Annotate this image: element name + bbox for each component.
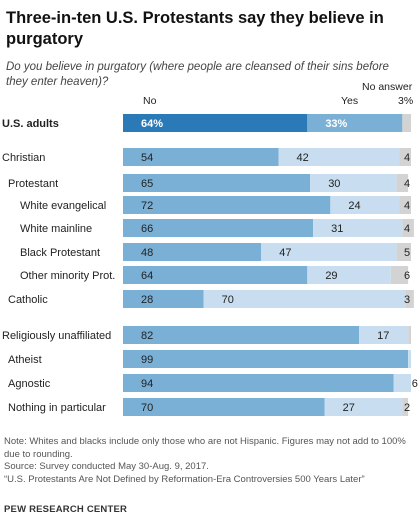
stacked-bar-chart: U.S. adults 64% 33%Christian 54 42 4Protestan… bbox=[2, 114, 418, 416]
bar-yes-black-protestant bbox=[261, 243, 397, 261]
bar-na-other-minority-prot bbox=[390, 266, 409, 284]
value-na-other-minority-prot: 6 bbox=[404, 270, 410, 282]
source-text: Source: Survey conducted May 30-Aug. 9, … bbox=[4, 461, 209, 472]
bar-yes-white-mainline bbox=[313, 219, 403, 237]
value-no-white-mainline: 66 bbox=[141, 223, 153, 235]
pew-logo-text: PEW RESEARCH CENTER bbox=[4, 504, 128, 515]
value-na-protestant: 4 bbox=[404, 178, 410, 190]
value-yes-agnostic: 6 bbox=[412, 378, 418, 390]
bar-no-catholic bbox=[123, 290, 204, 308]
value-na-catholic: 3 bbox=[404, 294, 410, 306]
bar-yes-u-s-adults bbox=[307, 114, 403, 132]
row-label-white-evangelical: White evangelical bbox=[20, 200, 106, 212]
value-yes-protestant: 30 bbox=[328, 178, 340, 190]
value-yes-nothing-in-particular: 27 bbox=[343, 402, 355, 414]
bar-no-religiously-unaffiliated bbox=[123, 326, 360, 344]
bar-no-christian bbox=[123, 148, 279, 166]
bar-no-agnostic bbox=[123, 374, 394, 392]
bar-no-atheist bbox=[123, 350, 409, 368]
value-no-u-s-adults: 64% bbox=[141, 118, 163, 130]
chart-notes: Note: Whites and blacks include only tho… bbox=[4, 436, 414, 486]
value-yes-christian: 42 bbox=[297, 152, 309, 164]
bar-yes-nothing-in-particular bbox=[324, 398, 403, 416]
value-no-atheist: 99 bbox=[141, 354, 153, 366]
row-label-catholic: Catholic bbox=[8, 294, 48, 306]
value-na-white-evangelical: 4 bbox=[404, 200, 410, 212]
bar-no-white-mainline bbox=[123, 219, 314, 237]
value-yes-religiously-unaffiliated: 17 bbox=[377, 330, 389, 342]
bar-na-black-protestant bbox=[396, 243, 411, 261]
source-report-text: “U.S. Protestants Are Not Defined by Ref… bbox=[4, 473, 365, 485]
legend-no: No bbox=[143, 95, 157, 107]
row-label-other-minority-prot: Other minority Prot. bbox=[20, 270, 115, 282]
value-no-white-evangelical: 72 bbox=[141, 200, 153, 212]
row-label-protestant: Protestant bbox=[8, 178, 58, 190]
value-na-white-mainline: 4 bbox=[404, 223, 410, 235]
legend-no-answer-pct: 3% bbox=[398, 95, 414, 107]
row-label-christian: Christian bbox=[2, 152, 45, 164]
bar-yes-other-minority-prot bbox=[307, 266, 391, 284]
bar-na-u-s-adults bbox=[402, 114, 411, 132]
bar-yes-catholic bbox=[203, 290, 406, 308]
bar-na-christian bbox=[399, 148, 411, 166]
bar-na-catholic bbox=[405, 290, 414, 308]
bar-no-nothing-in-particular bbox=[123, 398, 325, 416]
value-no-christian: 54 bbox=[141, 152, 153, 164]
bar-no-white-evangelical bbox=[123, 196, 331, 214]
value-no-religiously-unaffiliated: 82 bbox=[141, 330, 153, 342]
row-label-white-mainline: White mainline bbox=[20, 223, 92, 235]
bar-yes-religiously-unaffiliated bbox=[359, 326, 409, 344]
value-na-christian: 4 bbox=[404, 152, 410, 164]
bar-na-white-mainline bbox=[402, 219, 414, 237]
legend-yes: Yes bbox=[341, 95, 359, 107]
chart-title: Three-in-ten U.S. Protestants say they b… bbox=[6, 9, 384, 48]
value-yes-white-mainline: 31 bbox=[331, 223, 343, 235]
value-yes-u-s-adults: 33% bbox=[325, 118, 347, 130]
value-no-black-protestant: 48 bbox=[141, 247, 153, 259]
bar-yes-white-evangelical bbox=[330, 196, 400, 214]
bar-no-other-minority-prot bbox=[123, 266, 308, 284]
value-na-nothing-in-particular: 2 bbox=[404, 402, 410, 414]
bar-na-protestant bbox=[396, 174, 409, 192]
value-no-agnostic: 94 bbox=[141, 378, 153, 390]
value-yes-white-evangelical: 24 bbox=[348, 200, 360, 212]
value-yes-black-protestant: 47 bbox=[279, 247, 291, 259]
value-no-catholic: 28 bbox=[141, 294, 153, 306]
row-label-atheist: Atheist bbox=[8, 354, 42, 366]
bar-no-black-protestant bbox=[123, 243, 262, 261]
row-label-black-protestant: Black Protestant bbox=[20, 247, 100, 259]
row-label-agnostic: Agnostic bbox=[8, 378, 51, 390]
note-text: Note: Whites and blacks include only tho… bbox=[4, 436, 406, 460]
bar-na-white-evangelical bbox=[399, 196, 411, 214]
bar-no-u-s-adults bbox=[123, 114, 308, 132]
value-yes-catholic: 70 bbox=[222, 294, 234, 306]
bar-yes-christian bbox=[278, 148, 400, 166]
row-label-religiously-unaffiliated: Religiously unaffiliated bbox=[2, 330, 111, 342]
row-label-u-s-adults: U.S. adults bbox=[2, 118, 59, 130]
bar-na-religiously-unaffiliated bbox=[408, 326, 411, 344]
value-na-black-protestant: 5 bbox=[404, 247, 410, 259]
row-label-nothing-in-particular: Nothing in particular bbox=[8, 402, 106, 414]
bar-yes-atheist bbox=[408, 350, 411, 368]
value-no-other-minority-prot: 64 bbox=[141, 270, 153, 282]
bar-yes-agnostic bbox=[393, 374, 411, 392]
value-no-protestant: 65 bbox=[141, 178, 153, 190]
value-no-nothing-in-particular: 70 bbox=[141, 402, 153, 414]
legend-no-answer: No answer bbox=[362, 81, 413, 93]
value-yes-other-minority-prot: 29 bbox=[325, 270, 337, 282]
bar-no-protestant bbox=[123, 174, 311, 192]
bar-na-nothing-in-particular bbox=[402, 398, 409, 416]
chart-subtitle: Do you believe in purgatory (where peopl… bbox=[6, 61, 389, 88]
bar-yes-protestant bbox=[310, 174, 397, 192]
